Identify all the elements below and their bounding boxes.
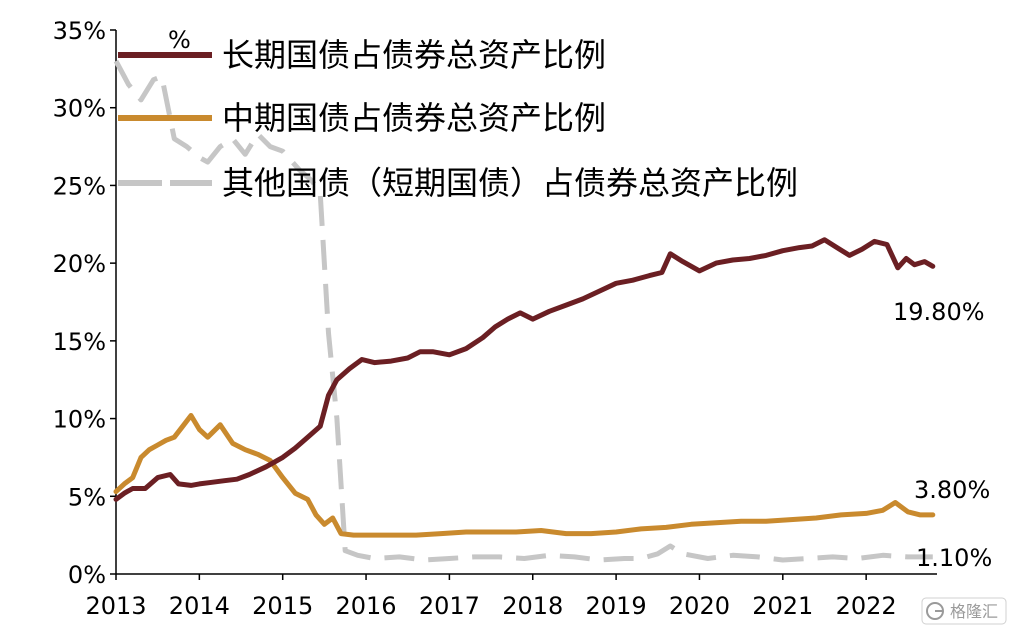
x-tick-label: 2017 [419,592,480,620]
legend-label-1: 中期国债占债券总资产比例 [222,99,606,137]
end-labels: 19.80% 3.80% 1.10% [893,298,992,572]
y-tick-label: 20% [53,250,106,278]
y-tick-label: 0% [68,561,106,589]
x-tick-label: 2020 [669,592,730,620]
y-tick-label: 5% [68,483,106,511]
x-tick-label: 2021 [752,592,813,620]
legend-label-2: 其他国债（短期国债）占债券总资产比例 [222,164,798,202]
y-tick-label: 25% [53,172,106,200]
x-tick-label: 2013 [85,592,146,620]
y-tick-label: 35% [53,17,106,45]
x-tick-label: 2022 [836,592,897,620]
x-ticks: 2013 2014 2015 2016 2017 2018 2019 2020 2021 2022 [85,574,897,620]
y-tick-label: 10% [53,406,106,434]
y-tick-label: 15% [53,328,106,356]
y-tick-label: 30% [53,95,106,123]
series-line-0 [113,237,936,502]
y-ticks: 0% 5% 10% 15% 20% 25% 30% 35% [53,17,116,589]
series-line-1 [113,413,936,538]
unit-label: % [168,26,191,54]
x-tick-label: 2019 [586,592,647,620]
x-tick-label: 2015 [252,592,313,620]
watermark: 格隆汇 [921,597,1007,625]
watermark-text: 格隆汇 [950,602,998,621]
legend: 长期国债占债券总资产比例中期国债占债券总资产比例其他国债（短期国债）占债券总资产… [118,36,798,202]
series-line-2 [113,59,933,563]
legend-label-0: 长期国债占债券总资产比例 [222,36,606,74]
end-label-0: 19.80% [893,298,985,326]
x-tick-label: 2018 [502,592,563,620]
end-label-2: 1.10% [916,544,992,572]
x-tick-label: 2014 [169,592,230,620]
x-tick-label: 2016 [336,592,397,620]
axes: 0%5%10%15%20%25%30%35% 2013 2014 2015 2016 2… [53,17,937,620]
series-lines [113,59,936,563]
end-label-1: 3.80% [914,476,990,504]
watermark-badge [921,597,1007,625]
g-logo-icon [926,602,944,620]
